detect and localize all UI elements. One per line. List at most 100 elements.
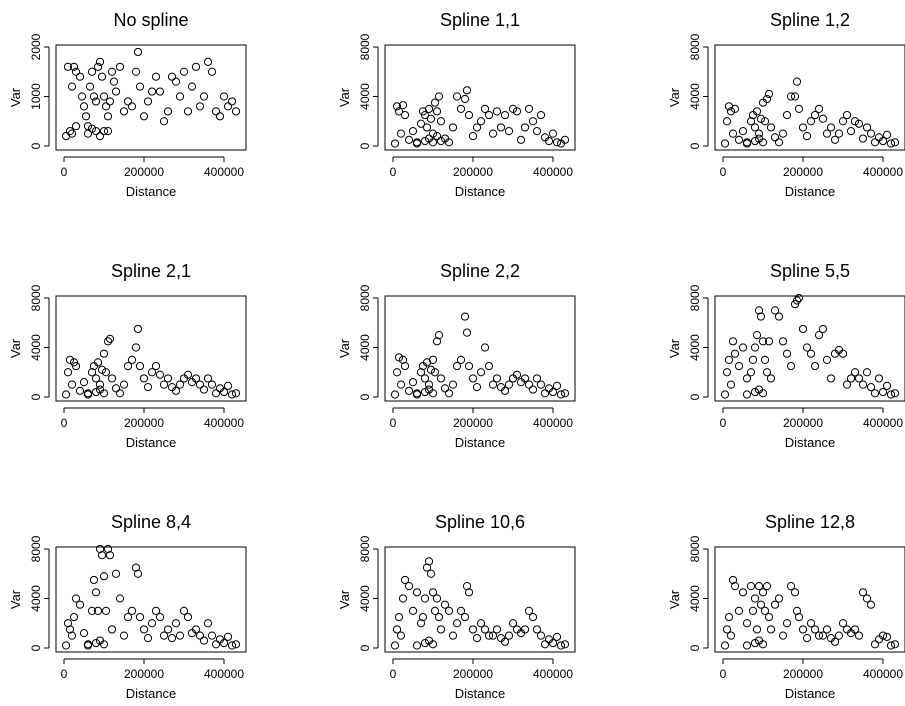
x-axis-label: Distance	[785, 184, 836, 199]
scatter-point	[524, 104, 534, 113]
scatter-point	[432, 337, 442, 346]
scatter-point	[754, 129, 764, 138]
scatter-point	[207, 380, 217, 389]
scatter-point	[462, 86, 472, 95]
scatter-point	[448, 631, 458, 640]
scatter-point	[472, 123, 482, 132]
scatter-point	[520, 374, 530, 383]
scatter-panel-2: Spline 1,1 0 4000 8000 0 200000 400000 Distance…	[337, 10, 576, 199]
y-tick-label: 4000	[688, 83, 702, 110]
scatter-point	[508, 104, 518, 113]
scatter-point	[390, 390, 400, 399]
scatter-point	[428, 588, 438, 597]
y-tick-label: 0	[688, 644, 702, 651]
scatter-point	[119, 631, 129, 640]
scatter-point	[838, 117, 848, 126]
scatter-panel-6: Spline 5,5 0 4000 8000 0 200000 400000 Distance…	[667, 261, 905, 450]
y-tick-label: 4000	[688, 585, 702, 612]
scatter-point	[175, 631, 185, 640]
scatter-panel-3: Spline 1,2 0 4000 8000 0 200000 400000 Distance…	[667, 10, 905, 199]
y-tick-label: 0	[358, 142, 372, 149]
scatter-point	[552, 381, 562, 390]
scatter-point	[730, 582, 740, 591]
x-tick-label: 400000	[533, 416, 573, 430]
scatter-point	[472, 634, 482, 643]
scatter-point	[472, 383, 482, 392]
scatter-point	[127, 102, 137, 111]
scatter-point	[101, 368, 111, 377]
scatter-point	[408, 606, 418, 615]
y-axis-label: Var	[667, 589, 682, 609]
scatter-point	[818, 324, 828, 334]
y-tick-label: 0	[358, 644, 372, 651]
scatter-point	[199, 385, 209, 394]
scatter-point	[874, 374, 884, 383]
scatter-point	[430, 606, 440, 615]
scatter-point	[854, 631, 864, 640]
scatter-panel-9: Spline 12,8 0 4000 8000 0 200000 400000 Distanc…	[667, 512, 905, 701]
scatter-point	[774, 594, 784, 603]
scatter-point	[762, 582, 772, 591]
scatter-point	[460, 94, 470, 104]
scatter-panel-4: Spline 2,1 0 4000 8000 0 200000 400000 Distance…	[8, 261, 247, 450]
scatter-point	[163, 374, 173, 383]
scatter-point	[227, 641, 237, 650]
scatter-point	[426, 365, 436, 374]
scatter-point	[71, 122, 81, 131]
scatter-point	[738, 343, 748, 352]
plot-frame	[384, 295, 576, 402]
scatter-point	[742, 390, 752, 399]
scatter-point	[105, 334, 115, 343]
y-axis-label: Var	[8, 338, 23, 358]
scatter-point	[396, 631, 406, 640]
scatter-point	[770, 306, 780, 315]
scatter-point	[730, 349, 740, 358]
scatter-point	[728, 575, 738, 585]
scatter-point	[105, 97, 115, 106]
scatter-point	[468, 132, 478, 141]
scatter-point	[183, 370, 193, 379]
y-axis-label: Var	[667, 87, 682, 107]
scatter-point	[752, 107, 762, 116]
scatter-point	[818, 631, 828, 640]
scatter-point	[131, 343, 141, 352]
scatter-point	[115, 62, 125, 71]
scatter-point	[79, 629, 89, 638]
scatter-point	[127, 355, 137, 364]
scatter-point	[560, 389, 570, 398]
scatter-point	[758, 640, 768, 649]
scatter-point	[878, 631, 888, 640]
scatter-point	[87, 67, 97, 76]
scatter-point	[67, 631, 77, 640]
scatter-point	[452, 619, 462, 628]
x-tick-label: 400000	[863, 416, 903, 430]
scatter-point	[770, 600, 780, 609]
scatter-point	[460, 312, 470, 321]
scatter-point	[462, 582, 472, 591]
scatter-point	[95, 544, 105, 554]
scatter-point	[750, 594, 760, 603]
scatter-point	[720, 390, 730, 399]
scatter-point	[131, 563, 141, 572]
scatter-point	[814, 104, 824, 113]
scatter-point	[420, 638, 430, 648]
y-tick-label: 4000	[29, 585, 43, 612]
scatter-point	[99, 349, 109, 358]
scatter-point	[456, 104, 466, 113]
x-tick-label: 400000	[533, 667, 573, 681]
scatter-point	[778, 337, 788, 346]
scatter-point	[83, 129, 93, 138]
y-tick-label: 4000	[358, 334, 372, 361]
scatter-point	[476, 619, 486, 628]
scatter-point	[750, 343, 760, 352]
scatter-point	[63, 368, 73, 377]
scatter-point	[107, 625, 117, 634]
scatter-point	[492, 374, 502, 383]
scatter-point	[430, 98, 440, 107]
scatter-point	[89, 92, 99, 101]
scatter-point	[464, 361, 474, 371]
scatter-point	[422, 123, 432, 132]
scatter-point	[484, 631, 494, 640]
scatter-point	[75, 386, 85, 395]
scatter-point	[760, 606, 770, 615]
